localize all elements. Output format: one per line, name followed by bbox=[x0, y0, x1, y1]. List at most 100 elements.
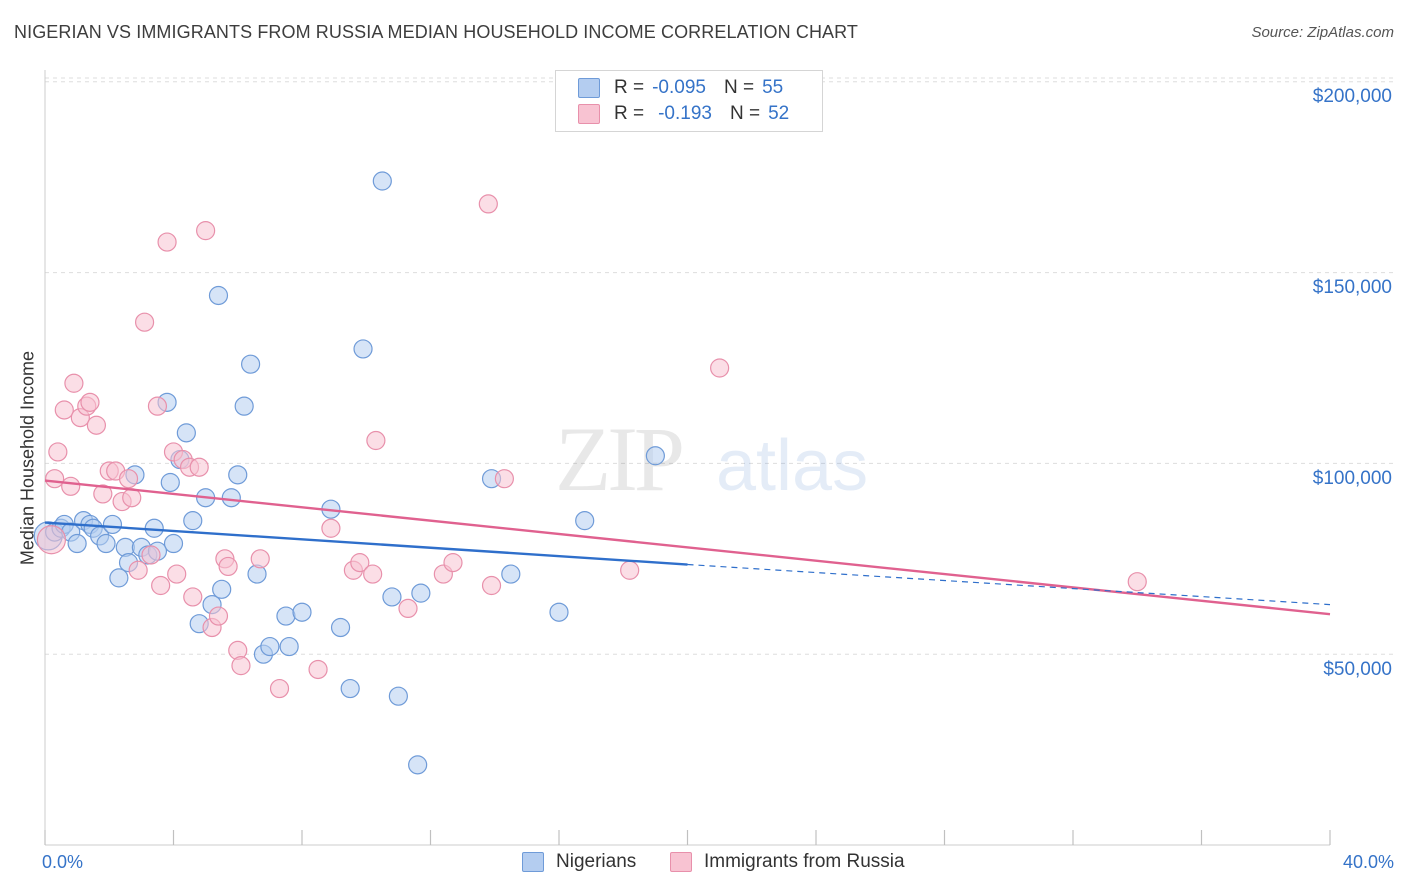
y-tick-label: $100,000 bbox=[1312, 468, 1392, 489]
y-tick-label: $200,000 bbox=[1312, 86, 1392, 107]
n-label: N = bbox=[729, 103, 761, 124]
nigerians-point bbox=[234, 396, 254, 416]
russia-points bbox=[36, 194, 1147, 699]
russia-point bbox=[151, 575, 171, 596]
nigerians-point bbox=[353, 339, 373, 359]
russia-point bbox=[167, 564, 187, 584]
nigerians-point bbox=[292, 602, 312, 622]
russia-point bbox=[45, 469, 65, 489]
y-tick-label: $150,000 bbox=[1312, 277, 1392, 298]
nigerians-point bbox=[501, 564, 521, 584]
y-tick-label: $50,000 bbox=[1323, 659, 1392, 680]
nigerians-point bbox=[388, 686, 408, 706]
russia-swatch bbox=[578, 104, 600, 124]
nigerians-point bbox=[408, 755, 428, 775]
source-credit: Source: ZipAtlas.com bbox=[1251, 24, 1394, 41]
russia-point bbox=[118, 469, 139, 489]
nigerians-trend-line bbox=[44, 521, 688, 566]
nigerians-point bbox=[276, 606, 296, 626]
russia-point bbox=[141, 545, 161, 565]
nigerians-point bbox=[241, 354, 261, 374]
nigerians-point bbox=[96, 533, 116, 554]
russia-point bbox=[80, 392, 100, 412]
russia-point bbox=[250, 549, 270, 569]
nigerians-point bbox=[260, 636, 280, 657]
russia-point bbox=[398, 598, 418, 619]
nigerians-point bbox=[575, 511, 595, 531]
x-tick-label-min: 0.0% bbox=[42, 852, 84, 872]
nigerians-swatch bbox=[522, 852, 544, 872]
r-label: R = bbox=[614, 103, 645, 124]
russia-point bbox=[93, 484, 113, 504]
y-axis-title: Median Household Income bbox=[17, 350, 38, 566]
r-label: R = bbox=[614, 77, 645, 98]
nigerians-trend-extension bbox=[687, 563, 1331, 606]
russia-point bbox=[443, 553, 463, 573]
nigerians-point bbox=[330, 617, 351, 638]
russia-point bbox=[54, 400, 74, 420]
russia-point bbox=[157, 232, 177, 252]
nigerians-point bbox=[549, 602, 569, 622]
nigerians-point bbox=[645, 446, 665, 466]
russia-point bbox=[321, 518, 341, 538]
russia-point bbox=[208, 606, 229, 626]
russia-swatch bbox=[670, 852, 692, 872]
russia-point bbox=[218, 556, 238, 577]
russia-point bbox=[36, 525, 67, 555]
russia-point bbox=[61, 476, 81, 496]
russia-point bbox=[308, 659, 328, 680]
nigerians-point bbox=[102, 514, 123, 535]
nigerians-point bbox=[382, 587, 402, 607]
russia-point bbox=[86, 415, 107, 435]
legend-item-nigerians[interactable]: Nigerians bbox=[522, 851, 636, 873]
r-value: -0.193 bbox=[658, 103, 712, 124]
legend-row-nigerians: R = -0.095 N = 55 bbox=[578, 75, 783, 101]
russia-point bbox=[1127, 572, 1147, 592]
nigerians-point bbox=[67, 533, 87, 554]
russia-point bbox=[269, 678, 290, 699]
nigerians-point bbox=[228, 465, 248, 485]
nigerians-point bbox=[372, 171, 392, 191]
nigerians-point bbox=[109, 568, 129, 588]
legend-row-russia: R = -0.193 N = 52 bbox=[578, 101, 789, 127]
nigerians-point bbox=[163, 533, 184, 554]
legend-label: Immigrants from Russia bbox=[704, 851, 905, 872]
nigerians-point bbox=[411, 583, 431, 603]
x-tick-label-max: 40.0% bbox=[1342, 852, 1394, 872]
legend-item-russia[interactable]: Immigrants from Russia bbox=[670, 851, 905, 873]
series-legend: Nigerians Immigrants from Russia bbox=[0, 851, 1406, 877]
russia-point bbox=[134, 312, 155, 332]
n-value: 55 bbox=[762, 77, 784, 98]
nigerians-point bbox=[340, 678, 360, 699]
russia-point bbox=[189, 457, 209, 477]
n-value: 52 bbox=[768, 103, 790, 124]
russia-point bbox=[64, 373, 84, 393]
watermark-atlas: atlas bbox=[716, 426, 868, 506]
russia-point bbox=[147, 396, 168, 416]
russia-point bbox=[196, 221, 216, 241]
russia-point bbox=[363, 564, 383, 584]
russia-point bbox=[366, 430, 386, 451]
nigerians-point bbox=[176, 423, 196, 443]
nigerians-point bbox=[279, 636, 299, 657]
nigerians-point bbox=[221, 488, 241, 508]
r-value: -0.095 bbox=[652, 77, 706, 98]
n-label: N = bbox=[723, 77, 755, 98]
russia-point bbox=[710, 358, 730, 378]
nigerians-point bbox=[183, 511, 203, 531]
russia-point bbox=[231, 656, 251, 676]
russia-point bbox=[478, 194, 498, 214]
russia-point bbox=[620, 560, 640, 580]
russia-point bbox=[48, 442, 68, 462]
watermark: ZIP atlas bbox=[555, 408, 868, 510]
russia-point bbox=[350, 553, 370, 573]
nigerians-point bbox=[212, 579, 232, 599]
russia-trend-line bbox=[44, 479, 1331, 616]
russia-point bbox=[183, 587, 203, 607]
trend-lines bbox=[44, 479, 1331, 616]
russia-point bbox=[494, 469, 514, 489]
nigerians-swatch bbox=[578, 78, 600, 98]
chart-title: NIGERIAN VS IMMIGRANTS FROM RUSSIA MEDIA… bbox=[14, 22, 859, 42]
russia-point bbox=[481, 575, 502, 596]
